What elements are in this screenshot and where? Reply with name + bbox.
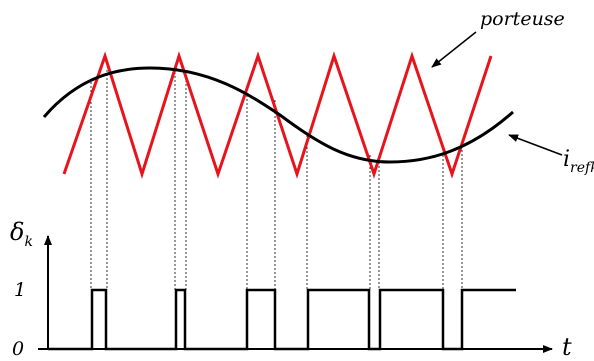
reference-label: irefk [563,147,594,176]
reference-signal [42,66,514,164]
level-high-label: 1 [14,279,26,301]
y-axis-label-sub: k [24,234,32,250]
y-axis-label-main: δ [10,218,24,246]
reference-label-sub: refk [570,160,594,176]
carrier-label: porteuse [480,8,565,30]
y-axis-label: δk [10,218,33,250]
reference-pointer-arrow [508,134,563,156]
pwm-signal [48,288,516,351]
reference-label-main: i [563,147,570,172]
level-low-label: 0 [12,338,24,360]
x-axis-label: t [562,333,572,361]
carrier-pointer-arrow [431,31,477,68]
projection-lines [90,68,463,290]
